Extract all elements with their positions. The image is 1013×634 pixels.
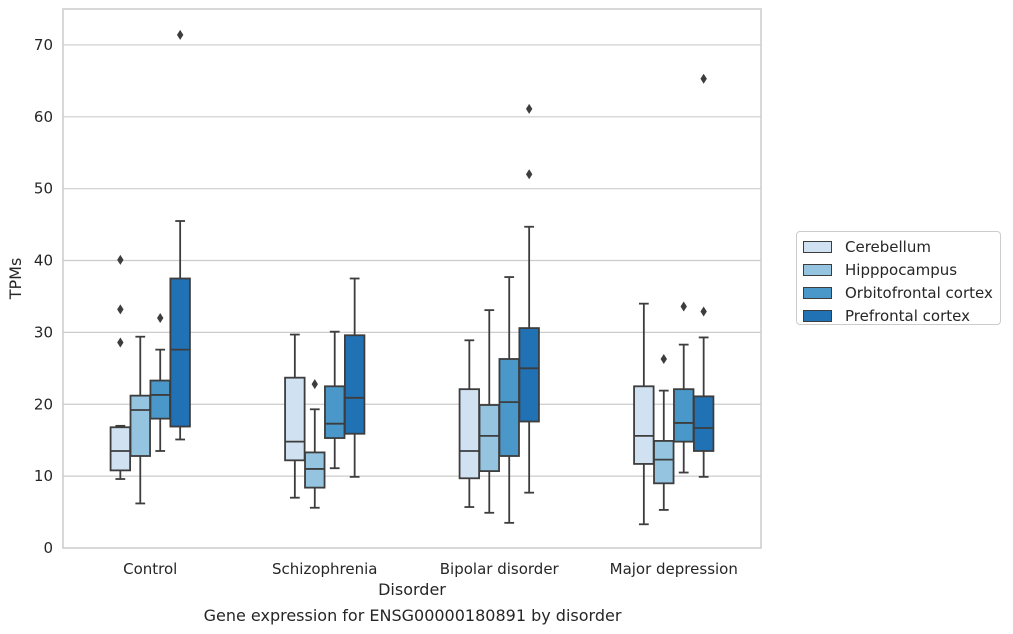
legend-item: Hipppocampus [803, 258, 1000, 281]
y-tick-label: 10 [34, 467, 53, 485]
box-groups [109, 29, 715, 526]
box-body [149, 379, 171, 420]
box-body [692, 395, 715, 452]
box-body [129, 394, 151, 457]
chart-caption: Gene expression for ENSG00000180891 by d… [203, 606, 622, 625]
legend: Cerebellum Hipppocampus Orbitofrontal cort… [796, 231, 1001, 325]
box-orbitofrontal-cortex [324, 330, 346, 470]
legend-label: Prefrontal cortex [845, 306, 970, 325]
box-body [304, 451, 326, 489]
x-tick-label: Bipolar disorder [440, 560, 560, 578]
box-cerebellum [633, 302, 655, 526]
plot-frame [62, 8, 762, 549]
x-axis-ticks: Control Schizophrenia Bipolar disorder Majo… [123, 560, 738, 578]
x-axis-label: Disorder [378, 580, 446, 599]
y-tick-label: 0 [43, 539, 53, 557]
box-body [478, 404, 500, 473]
legend-swatch [803, 263, 832, 276]
legend-label: Hipppocampus [845, 260, 958, 279]
outlier-point [525, 103, 533, 114]
box-body [343, 334, 366, 435]
outlier-point [525, 169, 533, 180]
legend-swatch [803, 286, 832, 299]
box-prefrontal-cortex [518, 103, 540, 494]
outlier-point [680, 301, 687, 312]
box-cerebellum [458, 339, 481, 508]
box-cerebellum [109, 254, 132, 480]
y-axis-label: TPMs [6, 258, 25, 301]
outlier-point [311, 379, 318, 390]
outlier-point [117, 304, 124, 315]
y-tick-label: 60 [34, 108, 53, 126]
outlier-point [700, 306, 707, 317]
legend-item: Prefrontal cortex [803, 304, 1000, 327]
box-prefrontal-cortex [169, 29, 191, 441]
box-prefrontal-cortex [343, 277, 366, 478]
y-axis-ticks: 0 10 20 30 40 50 60 70 [34, 36, 53, 557]
y-tick-label: 30 [34, 323, 53, 341]
box-body [324, 385, 346, 439]
x-tick-label: Control [123, 560, 177, 578]
box-orbitofrontal-cortex [673, 301, 695, 474]
y-tick-label: 70 [34, 36, 53, 54]
box-body [169, 277, 191, 428]
legend-label: Orbitofrontal cortex [845, 283, 993, 302]
box-body [653, 440, 675, 485]
box-body [109, 426, 132, 472]
outlier-point [117, 337, 124, 348]
outlier-point [700, 73, 707, 84]
box-body [458, 388, 481, 480]
legend-swatch [803, 240, 832, 253]
y-tick-label: 20 [34, 395, 53, 413]
x-tick-label: Major depression [610, 560, 738, 578]
box-hipppocampus [653, 353, 675, 511]
outlier-point [660, 353, 667, 364]
y-tick-label: 50 [34, 180, 53, 198]
box-body [518, 327, 540, 423]
box-body [284, 376, 306, 462]
outlier-point [117, 254, 124, 265]
legend-label: Cerebellum [845, 237, 931, 256]
outlier-point [157, 313, 164, 324]
legend-item: Cerebellum [803, 235, 1000, 258]
box-body [498, 358, 520, 457]
box-body [673, 388, 695, 443]
box-orbitofrontal-cortex [149, 313, 171, 452]
legend-item: Orbitofrontal cortex [803, 281, 1000, 304]
box-hipppocampus [478, 309, 500, 514]
box-prefrontal-cortex [692, 73, 715, 478]
y-tick-label: 40 [34, 252, 53, 270]
box-body [633, 385, 655, 465]
outlier-point [176, 29, 184, 40]
x-tick-label: Schizophrenia [272, 560, 377, 578]
box-hipppocampus [304, 379, 326, 509]
box-hipppocampus [129, 335, 151, 505]
legend-swatch [803, 309, 832, 322]
box-orbitofrontal-cortex [498, 276, 520, 524]
box-cerebellum [284, 333, 306, 499]
